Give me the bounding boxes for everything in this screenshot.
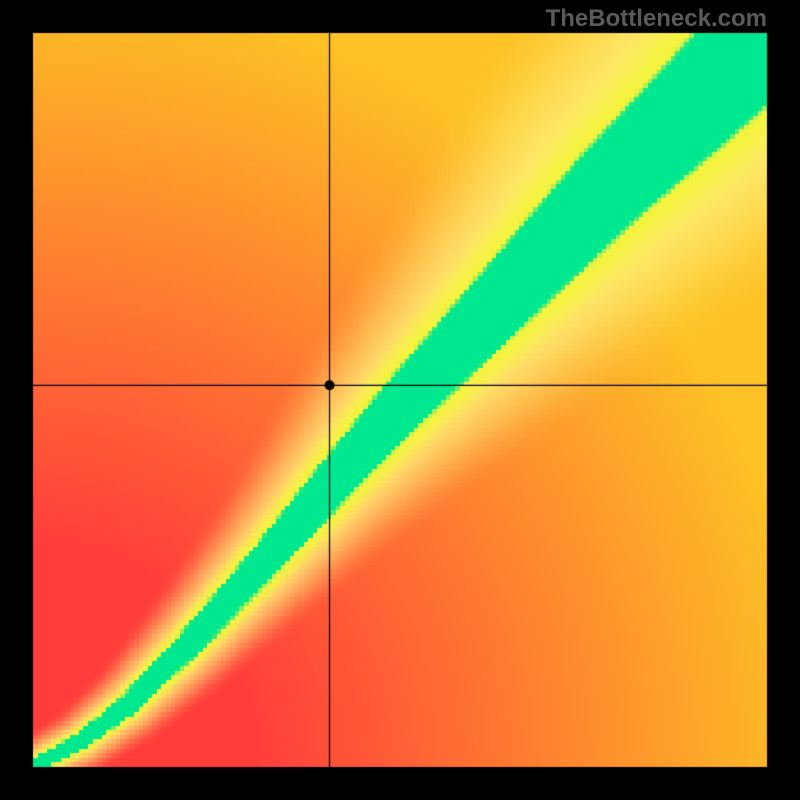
- watermark-text: TheBottleneck.com: [546, 5, 767, 33]
- chart-container: TheBottleneck.com: [0, 0, 800, 800]
- heatmap-canvas: [0, 0, 800, 800]
